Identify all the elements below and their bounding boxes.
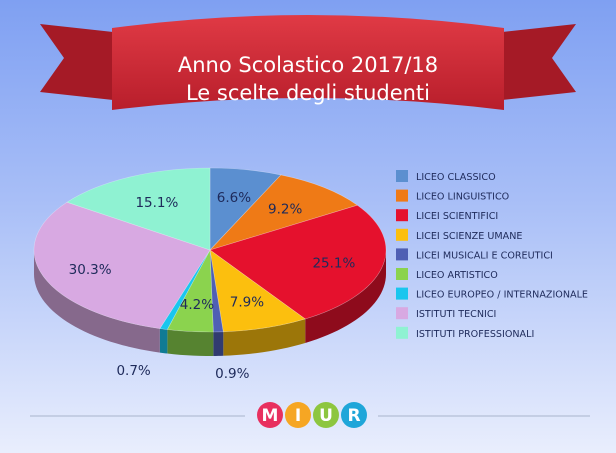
legend-label-liceo-artistico: LICEO ARTISTICO <box>416 270 498 281</box>
legend-swatch-liceo-artistico <box>396 268 408 280</box>
logo-letter-m: M <box>262 406 279 426</box>
logo-letter-u: U <box>319 406 333 426</box>
chart-title: Anno Scolastico 2017/18 <box>178 53 438 77</box>
title-ribbon: Anno Scolastico 2017/18 Le scelte degli … <box>40 15 576 110</box>
legend-label-licei-scienze-umane: LICEI SCIENZE UMANE <box>416 231 522 242</box>
pie-side-liceo-artistico <box>167 329 214 356</box>
logo-bubble-m <box>257 402 283 428</box>
legend-swatch-liceo-europeo-internazionale <box>396 287 408 300</box>
slice-label-liceo-europeo-internazionale: 0.7% <box>116 363 150 379</box>
pie-side-istituti-tecnici <box>34 250 160 353</box>
legend-label-istituti-professionali: ISTITUTI PROFESSIONALI <box>416 329 534 340</box>
slice-label-licei-musicali-e-coreutici: 0.9% <box>215 366 249 382</box>
legend-swatch-licei-scienze-umane <box>396 228 408 241</box>
legend-swatch-liceo-linguistico <box>396 189 408 202</box>
pie-side-licei-scienze-umane <box>223 318 306 356</box>
legend-label-licei-scientifici: LICEI SCIENTIFICI <box>416 211 498 222</box>
logo-bubble-i <box>285 402 311 428</box>
pie-slice-liceo-classico <box>209 167 282 251</box>
logo-letter-i: I <box>295 406 301 426</box>
pie-slice-istituti-tecnici <box>33 201 211 329</box>
slice-label-liceo-linguistico: 9.2% <box>268 202 302 218</box>
legend-label-liceo-europeo-internazionale: LICEO EUROPEO / INTERNAZIONALE <box>416 290 588 301</box>
pie-side-licei-scientifici <box>305 250 386 343</box>
legend-swatch-liceo-classico <box>396 170 408 182</box>
logo-letter-r: R <box>347 406 360 426</box>
slice-label-liceo-classico: 6.6% <box>217 190 251 206</box>
pie-slice-licei-scientifici <box>209 204 387 320</box>
legend-swatch-istituti-professionali <box>396 326 408 339</box>
legend-label-liceo-classico: LICEO CLASSICO <box>416 172 496 183</box>
logo-bubble-r <box>341 402 367 428</box>
ribbon-right-tail <box>484 24 576 102</box>
ribbon-left-tail <box>40 24 132 102</box>
pie-chart: 6.6% 9.2% 25.1% 7.9% 0.9% 4.2% 0.7% 30.3% 15.1% <box>33 167 387 382</box>
slice-label-istituti-professionali: 15.1% <box>135 195 178 211</box>
slice-label-istituti-tecnici: 30.3% <box>69 262 112 278</box>
slice-label-liceo-artistico: 4.2% <box>180 297 214 313</box>
logo-bubble-u <box>313 402 339 428</box>
legend-label-licei-musicali-e-coreutici: LICEI MUSICALI E COREUTICI <box>416 250 553 261</box>
pie-side-licei-musicali-e-coreutici <box>213 331 224 356</box>
pie-side-liceo-europeo-internazionale <box>159 328 168 354</box>
legend-label-istituti-tecnici: ISTITUTI TECNICI <box>416 309 496 320</box>
legend-swatch-licei-scientifici <box>396 209 408 222</box>
legend-swatch-licei-musicali-e-coreutici <box>396 248 408 261</box>
chart-subtitle: Le scelte degli studenti <box>186 81 430 105</box>
pie-slice-liceo-linguistico <box>209 174 359 251</box>
pie-slice-licei-scienze-umane <box>209 249 306 333</box>
legend: LICEO CLASSICO LICEO LINGUISTICO LICEI SCI… <box>396 170 588 340</box>
legend-label-liceo-linguistico: LICEO LINGUISTICO <box>416 192 510 203</box>
pie-slice-liceo-europeo-internazionale <box>159 249 211 330</box>
pie-slice-licei-musicali-e-coreutici <box>209 249 224 333</box>
pie-slice-istituti-professionali <box>66 167 211 251</box>
slice-label-licei-scienze-umane: 7.9% <box>230 294 264 310</box>
pie-slice-liceo-artistico <box>166 248 214 333</box>
ribbon-band <box>112 15 504 110</box>
legend-swatch-istituti-tecnici <box>396 307 408 320</box>
slice-label-licei-scientifici: 25.1% <box>312 255 355 271</box>
